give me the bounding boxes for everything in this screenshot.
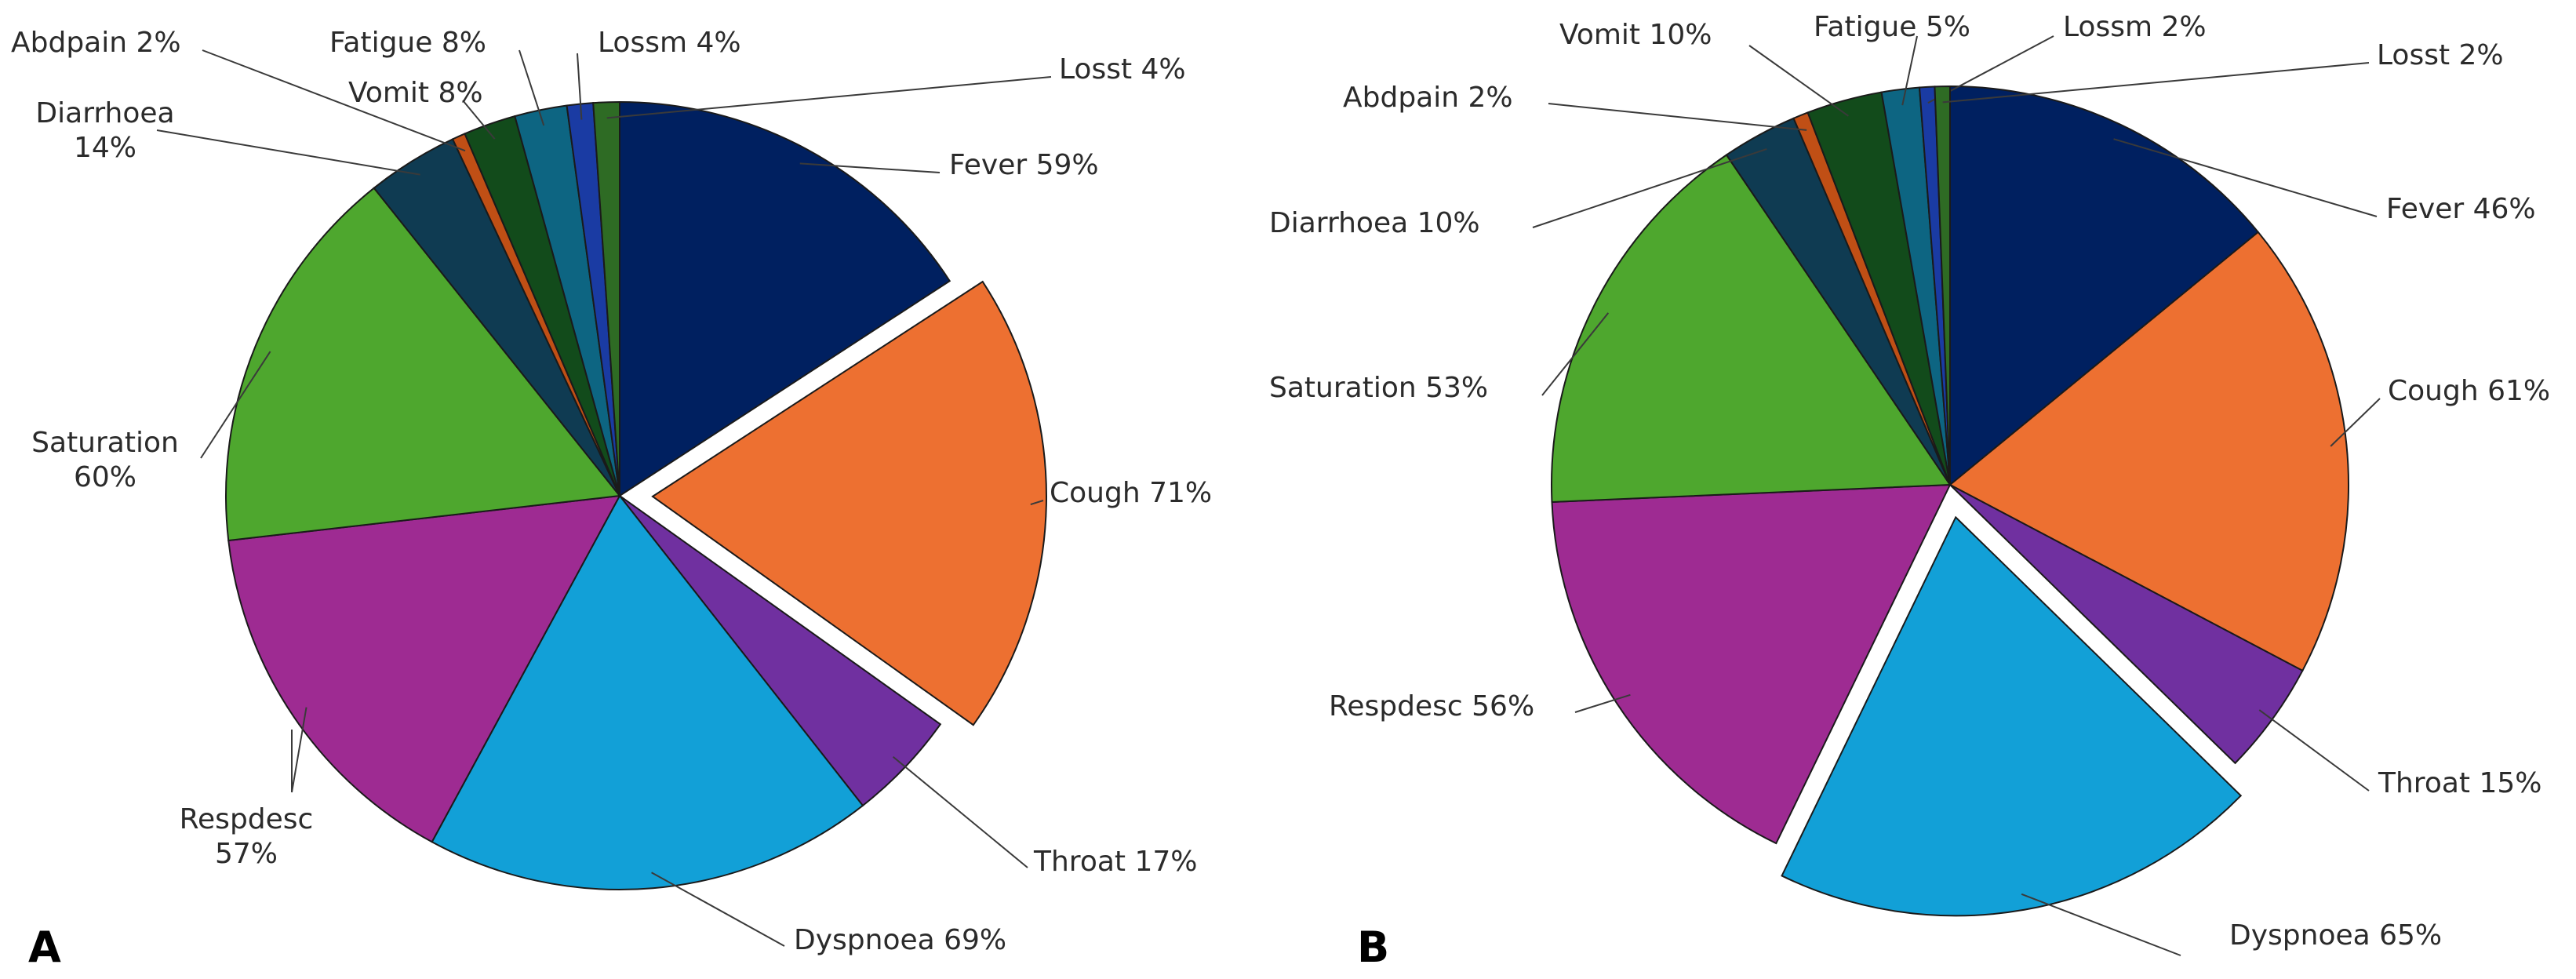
leader-line-cough <box>1030 500 1044 505</box>
data-label-diarrhoea: Diarrhoea 10% <box>1269 207 1480 239</box>
data-label-lossm: Lossm 2% <box>2063 11 2207 43</box>
leader-line-fever <box>799 162 941 173</box>
data-label-diarrhoea: Diarrhoea 14% <box>35 97 174 164</box>
data-label-losst: Losst 4% <box>1059 53 1186 86</box>
data-label-fatigue: Fatigue 8% <box>329 27 486 59</box>
leader-line-fever <box>2113 138 2378 217</box>
leader-line-throat <box>2258 709 2370 792</box>
leader-line-respdesc <box>1574 693 1631 713</box>
pie-slice-fever <box>619 100 951 497</box>
pie-slice-fever <box>1949 85 2260 487</box>
leader-line-abdpain <box>1548 103 1807 131</box>
leader-line-throat <box>892 756 1028 868</box>
leader-line-vomit <box>1748 45 1849 117</box>
data-label-cough: Cough 61% <box>2388 375 2550 407</box>
panel-label-b: B <box>1357 923 1389 972</box>
data-label-saturation: Saturation 53% <box>1269 372 1488 404</box>
leader-line-abdpain <box>202 49 466 152</box>
data-label-cough: Cough 71% <box>1050 477 1212 509</box>
leader-line-losst <box>1942 62 2370 104</box>
leader-line-fatigue <box>518 49 545 126</box>
data-label-throat: Throat 17% <box>1033 846 1197 878</box>
data-label-respdesc: Respdesc 57% <box>180 803 314 870</box>
leader-line-diarrhoea <box>156 129 420 176</box>
data-label-abdpain: Abdpain 2% <box>1343 82 1513 114</box>
pie-slice-saturation <box>225 187 621 542</box>
data-label-vomit: Vomit 10% <box>1559 19 1712 51</box>
pie-slice-cough <box>1948 231 2349 672</box>
pie-slice-losst <box>1934 85 1951 486</box>
pie-slice-dyspnoea <box>431 494 864 890</box>
pie-slice-losst <box>592 100 620 497</box>
pie-slice-respdesc <box>227 494 621 843</box>
data-label-abdpain: Abdpain 2% <box>11 27 181 59</box>
data-label-saturation: Saturation 60% <box>31 427 179 493</box>
leader-line-losst <box>606 76 1052 119</box>
data-label-fatigue: Fatigue 5% <box>1814 11 1970 43</box>
data-label-losst: Losst 2% <box>2377 39 2504 71</box>
data-label-fever: Fever 46% <box>2386 193 2536 225</box>
pie-chart-b: Fever 46% Cough 61% Throat 15% Dyspnoea 65%… <box>1269 11 2550 956</box>
data-label-lossm: Lossm 4% <box>598 27 741 59</box>
data-label-fever: Fever 59% <box>949 149 1099 181</box>
leader-line-diarrhoea <box>1532 147 1767 228</box>
data-label-respdesc: Respdesc 56% <box>1329 690 1534 722</box>
leader-line-lossm <box>577 53 583 120</box>
leader-line-fatigue <box>1901 35 1918 106</box>
pie-chart-a: Fever 59% Cough 71% Throat 17% Dyspnoea 69%… <box>11 27 1212 956</box>
leader-line-saturation <box>1541 312 1610 396</box>
data-label-vomit: Vomit 8% <box>348 77 483 109</box>
data-label-throat: Throat 15% <box>2378 767 2541 799</box>
leader-line-saturation <box>200 351 271 459</box>
pie-slice-cough <box>651 280 1047 726</box>
leader-line-dyspnoea <box>2021 893 2181 956</box>
pie-slice-respdesc <box>1551 483 1952 845</box>
data-label-dyspnoea: Dyspnoea 65% <box>2229 919 2442 952</box>
leader-line-vomit <box>462 100 496 140</box>
pie-slice-saturation <box>1551 154 1952 503</box>
panel-label-a: A <box>28 923 61 972</box>
data-label-dyspnoea: Dyspnoea 69% <box>794 924 1006 956</box>
pie-slice-dyspnoea <box>1781 515 2243 917</box>
leader-line-dyspnoea <box>651 872 785 947</box>
leader-line-respdesc <box>291 707 307 793</box>
leader-line-cough <box>2330 398 2381 447</box>
